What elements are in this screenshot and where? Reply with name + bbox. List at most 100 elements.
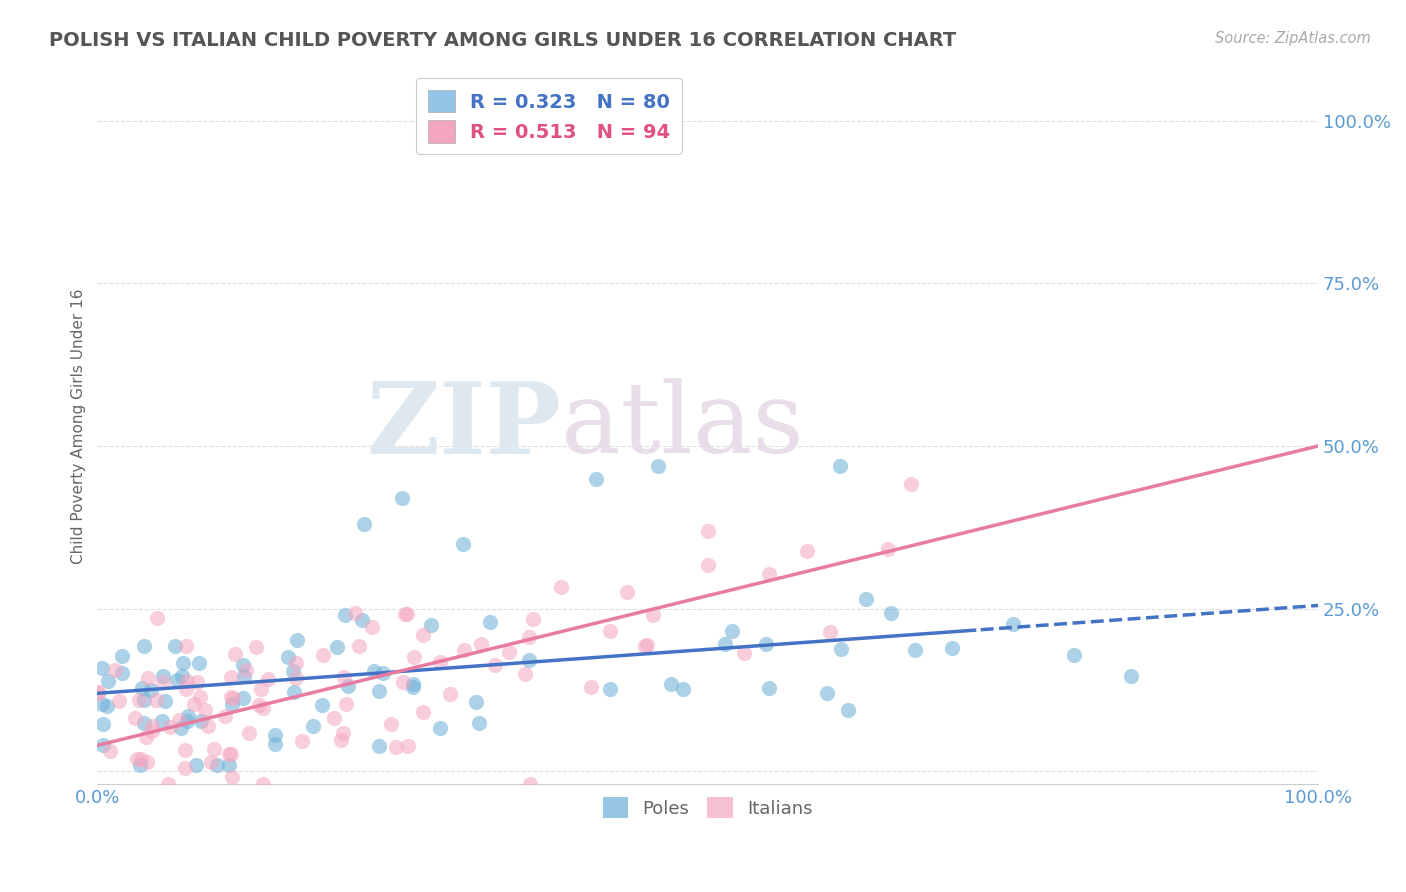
Point [232, 669, 254, 683]
Point [91, 717, 114, 731]
Point [163, 639, 186, 653]
Point [420, 618, 443, 632]
Point [323, 711, 346, 725]
Point [733, 646, 755, 660]
Point [394, 607, 416, 621]
Point [134, 715, 156, 730]
Point [412, 628, 434, 642]
Point [252, 700, 274, 714]
Point [453, 643, 475, 657]
Point [815, 686, 838, 700]
Point [152, 669, 174, 683]
Point [402, 650, 425, 665]
Point [758, 681, 780, 695]
Point [402, 677, 425, 691]
Point [311, 698, 333, 712]
Point [837, 703, 859, 717]
Point [402, 680, 425, 694]
Point [285, 633, 308, 648]
Point [855, 592, 877, 607]
Point [291, 733, 314, 747]
Point [283, 685, 305, 699]
Point [830, 458, 852, 473]
Point [218, 747, 240, 761]
Point [479, 615, 502, 630]
Point [363, 665, 385, 679]
Point [98, 744, 121, 758]
Point [135, 730, 157, 744]
Point [284, 671, 307, 685]
Point [166, 673, 188, 688]
Point [941, 641, 963, 656]
Point [391, 491, 413, 505]
Point [550, 580, 572, 594]
Point [135, 755, 157, 769]
Point [219, 690, 242, 705]
Point [111, 648, 134, 663]
Point [174, 761, 197, 775]
Point [204, 742, 226, 756]
Point [585, 471, 607, 485]
Point [302, 719, 325, 733]
Point [247, 698, 270, 712]
Point [176, 673, 198, 688]
Point [326, 640, 349, 654]
Point [876, 541, 898, 556]
Point [186, 675, 208, 690]
Point [277, 649, 299, 664]
Point [659, 677, 682, 691]
Point [96, 699, 118, 714]
Point [90, 697, 112, 711]
Point [174, 639, 197, 653]
Point [200, 755, 222, 769]
Point [128, 758, 150, 772]
Point [361, 620, 384, 634]
Point [647, 458, 669, 473]
Point [636, 638, 658, 652]
Point [150, 714, 173, 728]
Point [263, 728, 285, 742]
Point [221, 698, 243, 712]
Point [385, 739, 408, 754]
Point [429, 721, 451, 735]
Point [755, 637, 778, 651]
Point [337, 679, 360, 693]
Point [484, 657, 506, 672]
Point [128, 693, 150, 707]
Y-axis label: Child Poverty Among Girls Under 16: Child Poverty Among Girls Under 16 [72, 289, 86, 565]
Point [599, 682, 621, 697]
Point [641, 608, 664, 623]
Point [468, 715, 491, 730]
Point [136, 671, 159, 685]
Point [170, 721, 193, 735]
Text: Source: ZipAtlas.com: Source: ZipAtlas.com [1215, 31, 1371, 46]
Point [131, 681, 153, 695]
Point [347, 639, 370, 653]
Point [145, 693, 167, 707]
Point [900, 477, 922, 491]
Point [353, 517, 375, 532]
Point [696, 558, 718, 573]
Point [194, 703, 217, 717]
Point [173, 743, 195, 757]
Point [519, 777, 541, 791]
Point [218, 757, 240, 772]
Point [465, 695, 488, 709]
Point [132, 639, 155, 653]
Point [332, 726, 354, 740]
Point [522, 612, 544, 626]
Point [312, 648, 335, 662]
Point [498, 645, 520, 659]
Text: ZIP: ZIP [367, 378, 561, 475]
Point [174, 681, 197, 696]
Point [796, 544, 818, 558]
Point [186, 758, 208, 772]
Point [634, 639, 657, 653]
Point [108, 694, 131, 708]
Point [103, 663, 125, 677]
Point [396, 607, 419, 621]
Point [256, 672, 278, 686]
Point [91, 661, 114, 675]
Point [97, 673, 120, 688]
Point [132, 693, 155, 707]
